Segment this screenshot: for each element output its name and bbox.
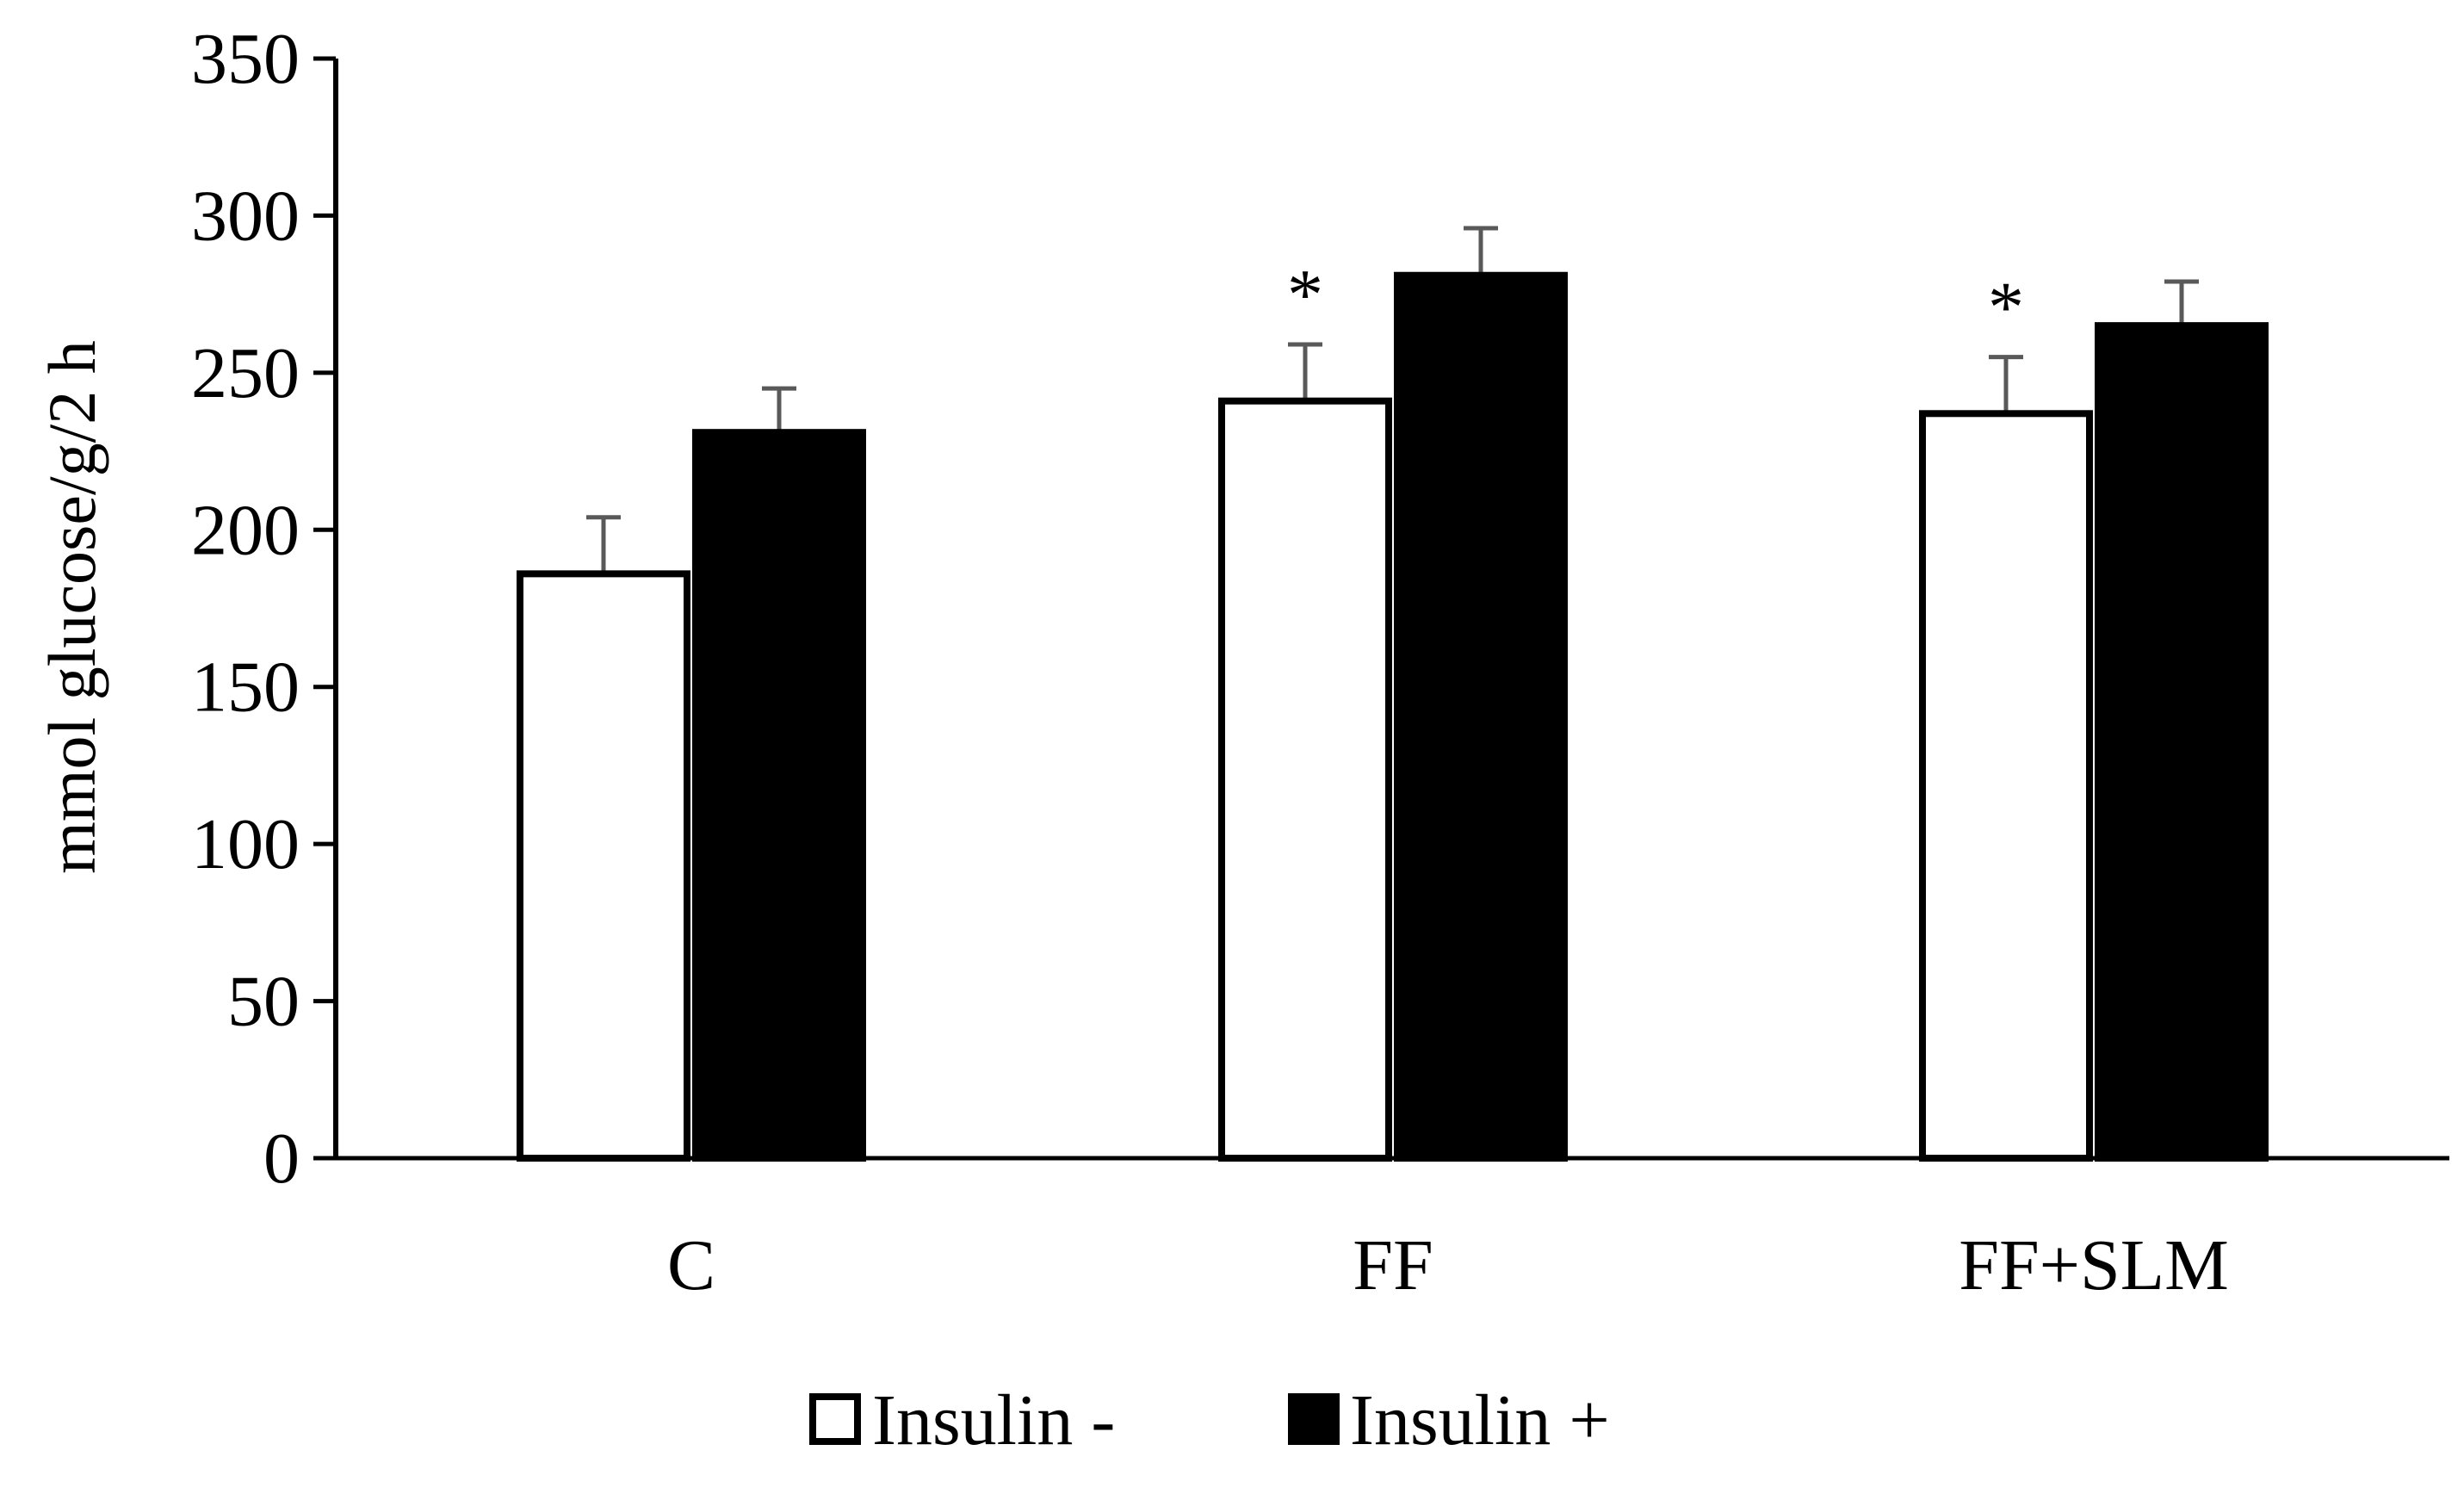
y-tick-label: 0	[263, 1119, 300, 1199]
bars-group: * *	[517, 226, 2269, 1162]
legend-label: Insulin +	[1350, 1380, 1610, 1460]
y-axis-title: mmol glucose/g/2 h	[34, 340, 109, 874]
y-tick-label: 350	[191, 19, 300, 99]
y-axis-title-group: mmol glucose/g/2 h	[34, 340, 109, 874]
bar-insulin-minus-ff	[1218, 397, 1392, 1162]
bar-insulin-plus-ff	[1394, 271, 1568, 1162]
y-axis-group: 0 50 100 150 200 250 300 350	[191, 19, 338, 1199]
y-tick-label: 200	[191, 490, 300, 570]
y-tick-label: 250	[191, 333, 300, 413]
y-tick-label: 300	[191, 176, 300, 256]
legend-swatch-insulin-minus	[809, 1393, 861, 1445]
bar-insulin-minus-ff-slm	[1919, 410, 2093, 1162]
significance-marker: *	[1988, 268, 2024, 348]
legend: Insulin - Insulin +	[809, 1380, 1610, 1460]
y-tick-label: 50	[227, 962, 300, 1042]
x-axis-group: C FF FF+SLM	[313, 1156, 2449, 1305]
x-category-label: FF+SLM	[1959, 1225, 2229, 1305]
y-tick-label: 100	[191, 804, 300, 884]
y-tick-label: 150	[191, 648, 300, 728]
legend-label: Insulin -	[872, 1380, 1115, 1460]
bar-insulin-plus-c	[692, 429, 866, 1162]
significance-marker: *	[1287, 255, 1323, 335]
x-category-label: FF	[1353, 1225, 1433, 1305]
x-category-label: C	[667, 1225, 715, 1305]
bar-insulin-minus-c	[517, 570, 690, 1162]
legend-swatch-insulin-plus	[1288, 1393, 1340, 1445]
bar-insulin-plus-ff-slm	[2095, 322, 2269, 1162]
